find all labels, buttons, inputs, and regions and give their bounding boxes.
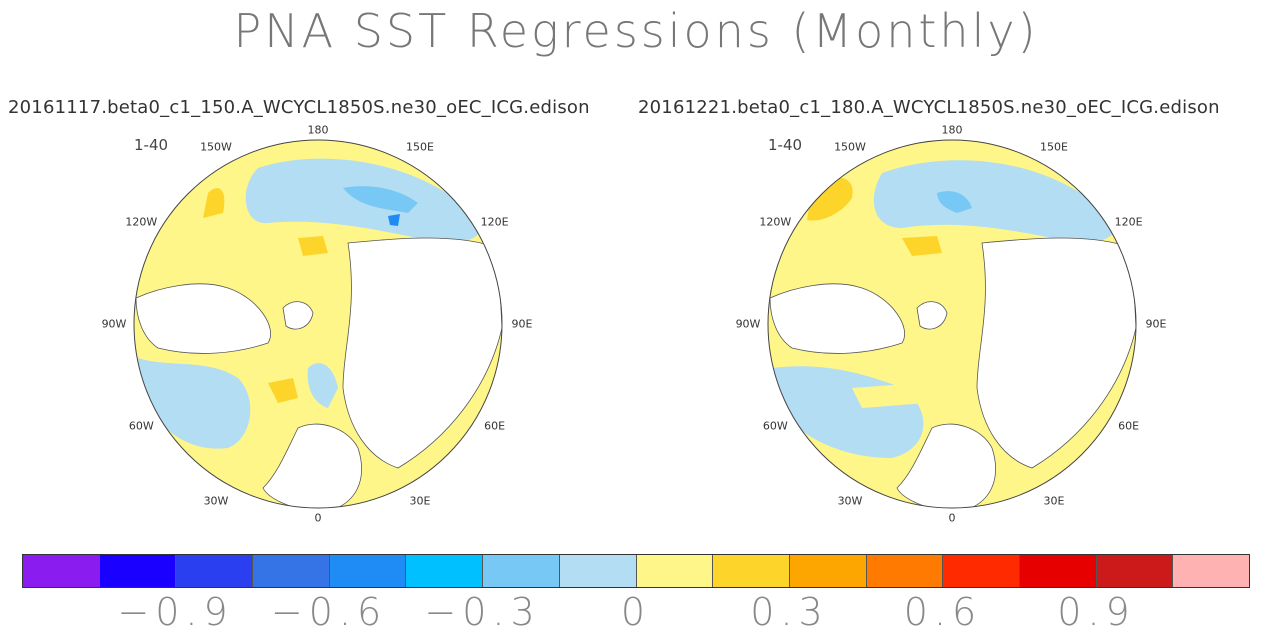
longitude-label: 120W bbox=[125, 215, 158, 229]
longitude-label: 90E bbox=[511, 317, 533, 331]
longitude-label: 150E bbox=[1040, 140, 1068, 154]
season-label-right: 1-40 bbox=[768, 136, 803, 154]
colorbar-tick-label: −0.6 bbox=[270, 590, 388, 634]
colorbar-swatch bbox=[483, 555, 560, 587]
colorbar-tick-label: 0.6 bbox=[903, 590, 983, 634]
colorbar-tick-label: 0.3 bbox=[750, 590, 829, 634]
colorbar-tick-label: 0.9 bbox=[1057, 590, 1136, 634]
case-label-right: 20161221.beta0_c1_180.A_WCYCL1850S.ne30_… bbox=[638, 97, 1220, 118]
longitude-label: 120W bbox=[759, 215, 792, 229]
longitude-label: 30W bbox=[203, 494, 229, 508]
longitude-label: 60E bbox=[1118, 419, 1140, 433]
longitude-label: 180 bbox=[307, 123, 329, 137]
longitude-label: 60W bbox=[762, 419, 788, 433]
colorbar-tick-label: −0.9 bbox=[117, 590, 234, 634]
longitude-label: 0 bbox=[948, 511, 956, 525]
longitude-label: 0 bbox=[314, 511, 322, 525]
colorbar-swatch bbox=[1019, 555, 1097, 587]
polar-map-right-svg bbox=[767, 139, 1137, 509]
colorbar-swatch bbox=[866, 555, 944, 587]
season-label-left: 1-40 bbox=[134, 136, 169, 154]
colorbar-swatch bbox=[713, 555, 790, 587]
longitude-label: 30E bbox=[1043, 494, 1065, 508]
colorbar-swatch bbox=[253, 555, 330, 587]
colorbar-tick-label: 0 bbox=[620, 590, 652, 634]
longitude-label: 150W bbox=[834, 140, 866, 154]
colorbar-swatch bbox=[636, 555, 714, 587]
longitude-label: 180 bbox=[941, 123, 963, 137]
longitude-label: 30E bbox=[409, 494, 431, 508]
colorbar-swatch bbox=[1096, 555, 1174, 587]
longitude-label: 90W bbox=[735, 317, 761, 331]
longitude-label: 150E bbox=[406, 140, 434, 154]
map-boundary-right bbox=[767, 139, 1137, 509]
sst-field-right bbox=[768, 140, 1136, 508]
longitude-label: 30W bbox=[837, 494, 863, 508]
longitude-label: 120E bbox=[480, 215, 509, 229]
colorbar-swatch bbox=[99, 555, 177, 587]
colorbar-tick-label: −0.3 bbox=[424, 590, 541, 634]
colorbar-swatch bbox=[406, 555, 484, 587]
colorbar-swatch bbox=[789, 555, 867, 587]
case-label-left: 20161117.beta0_c1_150.A_WCYCL1850S.ne30_… bbox=[8, 97, 590, 118]
colorbar-swatch bbox=[1173, 555, 1249, 587]
polar-map-left: 1-40 180 150W 150E 120W 120E 90W 90E 60W 60E 30W 3… bbox=[102, 124, 533, 528]
longitude-label: 60W bbox=[128, 419, 154, 433]
colorbar-swatch bbox=[329, 555, 407, 587]
longitude-label: 60E bbox=[484, 419, 506, 433]
map-boundary-left bbox=[133, 139, 503, 509]
longitude-label: 150W bbox=[200, 140, 232, 154]
polar-map-right: 1-40 180 150W 150E 120W 120E 90W 90E 60W 60E 30W 3… bbox=[736, 124, 1167, 528]
colorbar-swatch bbox=[176, 555, 254, 587]
sst-field-left bbox=[134, 140, 502, 508]
figure-title: PNA SST Regressions (Monthly) bbox=[233, 4, 1039, 58]
colorbar-swatch bbox=[943, 555, 1020, 587]
longitude-label: 120E bbox=[1114, 215, 1143, 229]
colorbar-swatch bbox=[23, 555, 100, 587]
longitude-label: 90E bbox=[1145, 317, 1167, 331]
longitude-label: 90W bbox=[101, 317, 127, 331]
colorbar-swatch bbox=[559, 555, 637, 587]
colorbar bbox=[22, 554, 1250, 588]
polar-map-left-svg bbox=[133, 139, 503, 509]
